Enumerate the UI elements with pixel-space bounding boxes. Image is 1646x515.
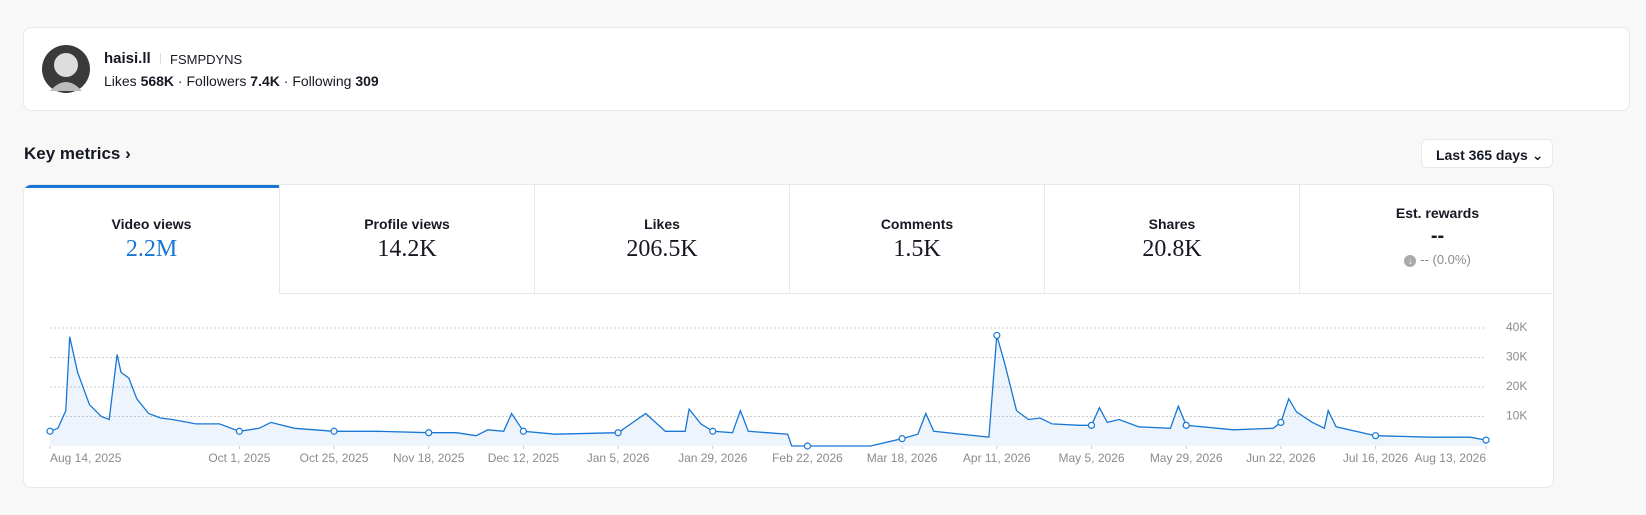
metric-value: 206.5K [626,236,698,262]
x-tick-label: Jul 16, 2026 [1343,451,1409,465]
metrics-panel: Video views 2.2M Profile views 14.2K Likes 20… [23,184,1554,488]
x-tick-label: Oct 1, 2025 [208,451,270,465]
point [46,427,54,435]
x-tick-label: Dec 12, 2025 [488,451,560,465]
range-dropdown[interactable]: Last 365 days ⌄ [1421,139,1553,168]
change-text: -- (0.0%) [1420,252,1471,267]
x-tick-label: Jun 22, 2026 [1246,451,1316,465]
point [993,331,1001,339]
avatar[interactable] [42,45,90,93]
x-tick-label: Mar 18, 2026 [867,451,938,465]
section-title-text[interactable]: Key metrics [24,144,121,163]
metric-label: Video views [111,216,192,232]
divider [160,53,161,64]
line [49,335,1487,447]
metric-label: Comments [880,216,954,232]
stat-value: 309 [355,73,379,89]
metric-tab[interactable]: Likes 206.5K [534,185,789,294]
line-chart: 10K 20K 30K 40K Aug 14, 2025 Oct 1, 2025 Oct 2… [46,320,1527,465]
point [1277,418,1285,426]
metric-value: 20.8K [1142,236,1202,262]
profile-card: haisi.ll FSMPDYNS Likes 568K · Followers… [23,27,1630,111]
metric-change: ↓ -- (0.0%) [1300,252,1553,267]
point [1371,432,1380,440]
point [519,427,528,435]
x-tick-label: Oct 25, 2025 [300,451,369,465]
metric-value: 2.2M [125,236,178,262]
metric-tab[interactable]: Comments 1.5K [789,185,1044,294]
x-tick-label: Nov 18, 2025 [393,451,465,465]
stat-value: 7.4K [250,73,280,89]
stats: Likes 568K · Followers 7.4K · Following … [104,73,379,89]
area [50,335,1486,446]
point [330,427,338,435]
x-tick-label: Jan 29, 2026 [678,451,748,465]
username: haisi.ll [104,50,151,67]
y-tick-label: 40K [1506,320,1527,334]
down-icon: ↓ [1404,254,1417,267]
point [709,427,717,435]
stat-label: Likes [104,73,137,89]
y-tick-label: 20K [1506,379,1527,393]
y-tick-label: 30K [1506,350,1527,364]
metric-label: Est. rewards [1395,205,1480,221]
metric-label: Likes [644,216,680,232]
metric-tab[interactable]: Profile views 14.2K [279,185,534,294]
point [898,435,906,443]
point [614,429,622,437]
range-text[interactable]: Last 365 days [1436,147,1528,163]
x-tick-label: Jan 5, 2026 [587,451,650,465]
metric-value: 1.5K [893,236,941,262]
point [235,427,243,435]
x-tick-label: Aug 14, 2025 [50,451,122,465]
point [1182,421,1190,429]
section-title[interactable]: Key metrics › [24,144,131,163]
metric-tab[interactable]: Est. rewards -- ↓ -- (0.0%) [1299,185,1553,294]
point [1482,436,1490,444]
x-tick-label: Aug 13, 2026 [1415,451,1487,465]
metric-tab[interactable]: Video views 2.2M [24,185,279,294]
x-tick-label: May 29, 2026 [1150,451,1223,465]
metric-tab[interactable]: Shares 20.8K [1044,185,1299,294]
stat-label: Followers [186,73,247,89]
x-tick-label: Apr 11, 2026 [963,451,1031,465]
stat-value: 568K [140,73,175,89]
metric-label: Shares [1148,216,1196,232]
y-tick-label: 10K [1506,409,1527,423]
handle: FSMPDYNS [170,52,243,67]
point [803,442,812,450]
x-tick-label: Feb 22, 2026 [772,451,843,465]
stat-label: Following [292,73,352,89]
point [1087,421,1096,429]
metric-value: 14.2K [377,236,437,262]
metric-value: -- [1430,225,1445,247]
metric-label: Profile views [364,216,450,232]
x-tick-label: May 5, 2026 [1058,451,1124,465]
point [425,429,433,437]
